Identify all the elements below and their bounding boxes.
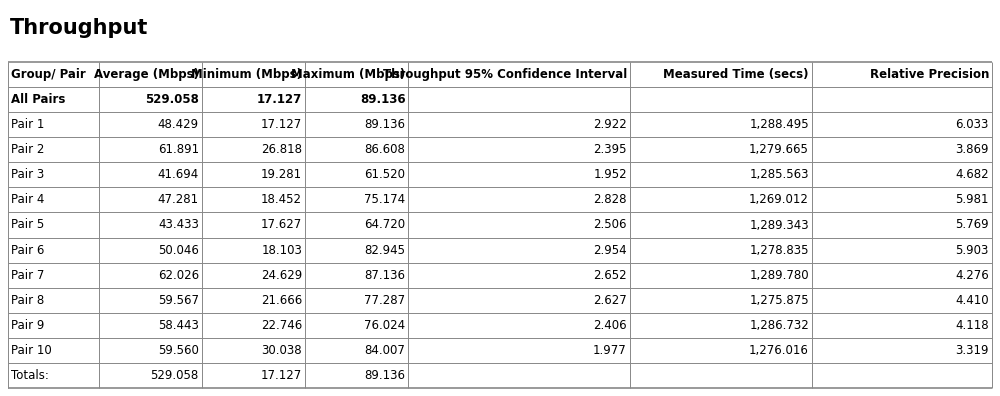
Text: 75.174: 75.174 [364, 193, 405, 206]
Text: Pair 2: Pair 2 [11, 143, 44, 156]
Text: 1,289.343: 1,289.343 [749, 219, 809, 232]
Text: 4.682: 4.682 [955, 168, 989, 181]
Text: 62.026: 62.026 [158, 268, 199, 282]
Text: 2.627: 2.627 [593, 294, 627, 307]
Text: 1,269.012: 1,269.012 [749, 193, 809, 206]
Text: 5.903: 5.903 [956, 244, 989, 257]
Text: 18.103: 18.103 [261, 244, 302, 257]
Text: 4.118: 4.118 [955, 319, 989, 332]
Text: 4.276: 4.276 [955, 268, 989, 282]
Text: 17.127: 17.127 [257, 93, 302, 106]
Text: Measured Time (secs): Measured Time (secs) [663, 68, 809, 81]
Text: 17.627: 17.627 [261, 219, 302, 232]
Text: 1,289.780: 1,289.780 [749, 268, 809, 282]
Text: 50.046: 50.046 [158, 244, 199, 257]
Text: 529.058: 529.058 [151, 369, 199, 382]
Text: 26.818: 26.818 [261, 143, 302, 156]
Text: 1.977: 1.977 [593, 344, 627, 357]
Text: 17.127: 17.127 [261, 369, 302, 382]
Text: Pair 1: Pair 1 [11, 118, 44, 131]
Text: 1,279.665: 1,279.665 [749, 143, 809, 156]
Text: 89.136: 89.136 [364, 118, 405, 131]
Text: 2.652: 2.652 [593, 268, 627, 282]
Text: Pair 5: Pair 5 [11, 219, 44, 232]
Text: 19.281: 19.281 [261, 168, 302, 181]
Text: 82.945: 82.945 [364, 244, 405, 257]
Text: 87.136: 87.136 [364, 268, 405, 282]
Text: 64.720: 64.720 [364, 219, 405, 232]
Text: 61.520: 61.520 [364, 168, 405, 181]
Text: Pair 9: Pair 9 [11, 319, 44, 332]
Text: 18.452: 18.452 [261, 193, 302, 206]
Text: Average (Mbps): Average (Mbps) [94, 68, 199, 81]
Text: Minimum (Mbps): Minimum (Mbps) [191, 68, 302, 81]
Text: 529.058: 529.058 [145, 93, 199, 106]
Text: 1,286.732: 1,286.732 [749, 319, 809, 332]
Text: Maximum (Mbps): Maximum (Mbps) [291, 68, 405, 81]
Text: 59.567: 59.567 [158, 294, 199, 307]
Text: 1,275.875: 1,275.875 [749, 294, 809, 307]
Text: 76.024: 76.024 [364, 319, 405, 332]
Text: Totals:: Totals: [11, 369, 49, 382]
Text: 21.666: 21.666 [261, 294, 302, 307]
Text: 48.429: 48.429 [158, 118, 199, 131]
Text: 1,288.495: 1,288.495 [749, 118, 809, 131]
Text: Pair 7: Pair 7 [11, 268, 44, 282]
Text: 86.608: 86.608 [365, 143, 405, 156]
Text: 2.828: 2.828 [593, 193, 627, 206]
Text: 1,278.835: 1,278.835 [749, 244, 809, 257]
Text: Pair 6: Pair 6 [11, 244, 44, 257]
Text: Pair 3: Pair 3 [11, 168, 44, 181]
Text: 89.136: 89.136 [364, 369, 405, 382]
Text: 6.033: 6.033 [956, 118, 989, 131]
Text: All Pairs: All Pairs [11, 93, 65, 106]
Text: Throughput 95% Confidence Interval: Throughput 95% Confidence Interval [383, 68, 627, 81]
Text: 2.395: 2.395 [593, 143, 627, 156]
Text: 47.281: 47.281 [158, 193, 199, 206]
Text: 1,285.563: 1,285.563 [749, 168, 809, 181]
Text: 84.007: 84.007 [365, 344, 405, 357]
Text: 43.433: 43.433 [158, 219, 199, 232]
Text: 89.136: 89.136 [360, 93, 405, 106]
Text: 1,276.016: 1,276.016 [749, 344, 809, 357]
Text: 22.746: 22.746 [261, 319, 302, 332]
Text: Pair 4: Pair 4 [11, 193, 44, 206]
Text: 2.954: 2.954 [593, 244, 627, 257]
Text: 2.506: 2.506 [593, 219, 627, 232]
Text: 2.922: 2.922 [593, 118, 627, 131]
Text: 5.769: 5.769 [955, 219, 989, 232]
Text: 77.287: 77.287 [364, 294, 405, 307]
Text: 24.629: 24.629 [261, 268, 302, 282]
Text: 41.694: 41.694 [158, 168, 199, 181]
Text: 17.127: 17.127 [261, 118, 302, 131]
Text: 4.410: 4.410 [955, 294, 989, 307]
Text: Pair 10: Pair 10 [11, 344, 52, 357]
Text: Group/ Pair: Group/ Pair [11, 68, 86, 81]
Text: 61.891: 61.891 [158, 143, 199, 156]
Text: 58.443: 58.443 [158, 319, 199, 332]
Text: Relative Precision: Relative Precision [870, 68, 989, 81]
Text: 5.981: 5.981 [956, 193, 989, 206]
Text: 2.406: 2.406 [593, 319, 627, 332]
Text: 59.560: 59.560 [158, 344, 199, 357]
Text: 30.038: 30.038 [262, 344, 302, 357]
Text: Pair 8: Pair 8 [11, 294, 44, 307]
Text: 1.952: 1.952 [593, 168, 627, 181]
Text: 3.319: 3.319 [956, 344, 989, 357]
Text: Throughput: Throughput [10, 18, 148, 38]
Text: 3.869: 3.869 [956, 143, 989, 156]
